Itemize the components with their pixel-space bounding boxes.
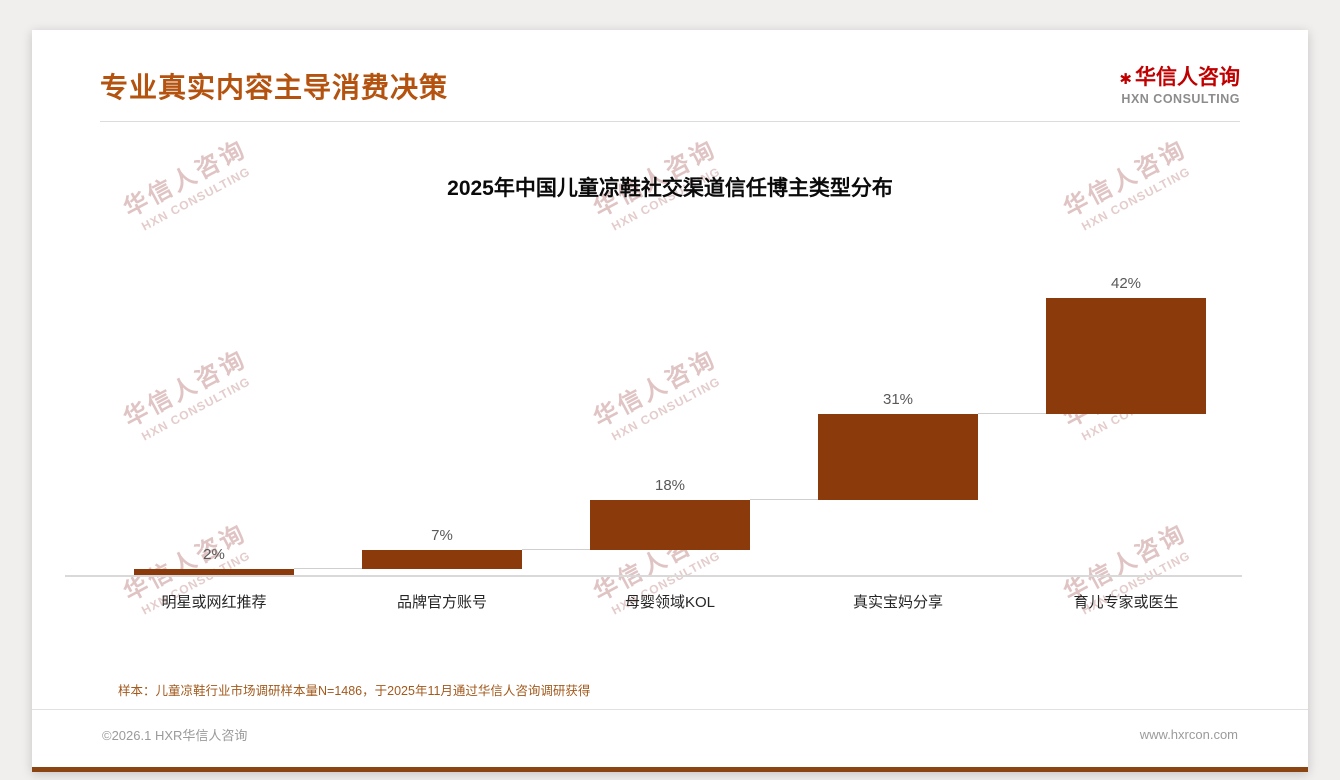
slide-footer: ©2026.1 HXR华信人咨询 www.hxrcon.com <box>32 709 1308 767</box>
connector-line <box>294 567 362 569</box>
bar <box>590 499 750 550</box>
bar <box>362 549 522 569</box>
bar <box>818 413 978 500</box>
logo-cn-text: 华信人咨询 <box>1135 66 1240 89</box>
copyright-text: ©2026.1 HXR华信人咨询 <box>102 728 248 743</box>
sample-note: 样本：儿童凉鞋行业市场调研样本量N=1486，于2025年11月通过华信人咨询调… <box>118 684 591 698</box>
brand-logo: ✱ 华信人咨询 HXN CONSULTING <box>1119 66 1240 107</box>
x-axis-label: 明星或网红推荐 <box>161 593 267 611</box>
x-axis-line <box>65 574 1242 577</box>
connector-line <box>978 412 1046 414</box>
connector-line <box>522 548 590 550</box>
x-axis-label: 品牌官方账号 <box>396 593 487 611</box>
connector-line <box>750 498 818 500</box>
page-title: 专业真实内容主导消费决策 <box>100 72 449 103</box>
website-url: www.hxrcon.com <box>1139 727 1238 742</box>
x-axis-label: 母婴领域KOL <box>624 593 715 611</box>
x-axis-label: 育儿专家或医生 <box>1073 593 1179 611</box>
logo-en-text: HXN CONSULTING <box>1121 92 1240 107</box>
x-axis-labels: 明星或网红推荐 品牌官方账号 母婴领域KOL 真实宝妈分享 育儿专家或医生 <box>100 575 1240 612</box>
bar-value-label: 2% <box>203 545 225 563</box>
logo-cn-line: ✱ 华信人咨询 <box>1119 66 1240 90</box>
chart-title: 2025年中国儿童凉鞋社交渠道信任博主类型分布 <box>447 176 893 200</box>
x-axis-label: 真实宝妈分享 <box>852 593 943 611</box>
bar <box>134 568 294 575</box>
slide-content: 专业真实内容主导消费决策 ✱ 华信人咨询 HXN CONSULTING 2025年… <box>32 30 1308 767</box>
bar <box>1046 297 1206 414</box>
slide-header: 专业真实内容主导消费决策 ✱ 华信人咨询 HXN CONSULTING <box>32 30 1308 107</box>
header-divider <box>100 120 1240 122</box>
bar-value-label: 7% <box>431 526 453 544</box>
slide: 华信人咨询 HXN CONSULTING 华信人咨询 HXN CONSULTING 华信… <box>32 30 1308 772</box>
logo-flower-icon: ✱ <box>1119 71 1132 88</box>
bar-value-label: 42% <box>1110 274 1142 292</box>
chart-plot: 2% 7% 18% 31% 42% <box>65 275 1242 577</box>
bar-value-label: 18% <box>654 476 686 494</box>
bar-value-label: 31% <box>882 390 914 408</box>
